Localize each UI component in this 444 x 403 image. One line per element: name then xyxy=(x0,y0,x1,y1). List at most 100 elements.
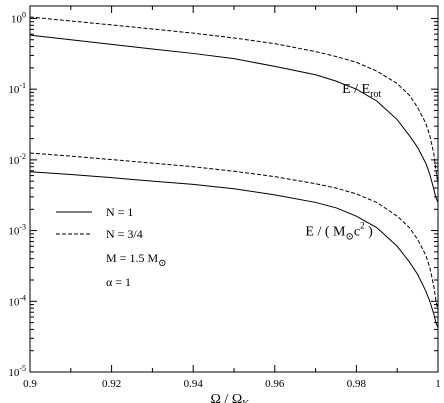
series-point-0_91-0_50 xyxy=(70,39,71,40)
series-point-0_995-0_00024 xyxy=(417,274,418,275)
y-tick-label: 100 xyxy=(11,10,26,25)
series-point-0_93-0_37 xyxy=(152,48,153,49)
y-tick-label: 10-2 xyxy=(8,152,26,167)
y-tick-label-base: 10 xyxy=(8,367,20,379)
y-tick-label: 10-1 xyxy=(8,81,26,96)
y-tick-label-base: 10 xyxy=(8,296,20,308)
series-point-0_95-0_53 xyxy=(233,37,234,38)
legend-parameter-text: α = 1 xyxy=(106,275,131,289)
annotation-mass-symbol: c xyxy=(354,225,360,240)
series-point-0_997-0_00045 xyxy=(425,255,426,256)
x-tick-label: 0.96 xyxy=(265,378,285,390)
series-point-0_997-0_033 xyxy=(425,123,426,124)
series-dashed-e-over-erot xyxy=(29,16,439,185)
x-tick-label: 0.92 xyxy=(102,378,121,390)
series-point-0_92-0_0056 xyxy=(111,177,112,178)
series-point-0_985-0_0025 xyxy=(376,202,377,203)
series-point-0_95-0_0039 xyxy=(233,188,234,189)
y-tick-label: 10-3 xyxy=(8,223,26,238)
annotation-rot-text: E / E xyxy=(342,82,370,97)
series-line xyxy=(29,171,439,329)
legend-label: N = 3/4 xyxy=(106,227,143,241)
legend-parameter: α = 1 xyxy=(106,275,131,289)
series-point-0_92-0_010 xyxy=(111,159,112,160)
series-point-0_97-0_0025 xyxy=(315,202,316,203)
series-point-0_99-0_037 xyxy=(397,119,398,120)
series-point-0_92-0_43 xyxy=(111,44,112,45)
series-point-0_975-0_0040 xyxy=(335,187,336,188)
y-tick-label-exponent: -3 xyxy=(19,223,26,232)
series-layer xyxy=(29,16,439,329)
series-point-0_995-0_055 xyxy=(417,107,418,108)
series-solid-e-over-erot xyxy=(29,34,439,203)
series-dashed-e-over-msun-c2 xyxy=(29,152,439,311)
y-tick-label-exponent: -1 xyxy=(19,81,26,90)
series-solid-e-over-msun-c2 xyxy=(29,171,439,329)
series-point-0_998-0_022 xyxy=(429,135,430,136)
annotation-rot-subscript: rot xyxy=(370,89,381,100)
series-point-0_998-0_0062 xyxy=(429,174,430,175)
x-tick-label: 0.9 xyxy=(23,378,37,390)
series-point-0_96-0_44 xyxy=(274,43,275,44)
series-point-0_993-0_082 xyxy=(409,95,410,96)
series-point-0_999-0_0038 xyxy=(433,189,434,190)
series-point-0_997-0_00014 xyxy=(425,290,426,291)
series-point-0_99-0_0016 xyxy=(397,216,398,217)
annotation-mass: E / ( M⊙c2 ) xyxy=(305,221,373,243)
series-point-0_98-0_24 xyxy=(356,62,357,63)
series-point-0_91-0_92 xyxy=(70,20,71,21)
series-point-0_975-0_0021 xyxy=(335,207,336,208)
series-point-0_91-0_0062 xyxy=(70,174,71,175)
annotation-mass-close: ) xyxy=(365,225,374,240)
series-point-0_98-0_0033 xyxy=(356,193,357,194)
y-tick-label: 10-4 xyxy=(8,293,26,308)
series-point-0_975-0_29 xyxy=(335,56,336,57)
legend-parameter: M = 1.5 M⊙ xyxy=(106,251,167,269)
series-point-0_92-0_81 xyxy=(111,24,112,25)
series-point-0_91-0_011 xyxy=(70,156,71,157)
series-point-0_993-0_0011 xyxy=(409,227,410,228)
series-point-0_94-0_0045 xyxy=(193,184,194,185)
series-point-0_998-0_00030 xyxy=(429,267,430,268)
series-point-0_93-0_71 xyxy=(152,28,153,29)
y-tick-label-exponent: -4 xyxy=(19,293,26,302)
series-line xyxy=(29,34,439,203)
series-point-0_985-0_18 xyxy=(376,71,377,72)
x-tick-label: 1 xyxy=(435,378,441,390)
series-point-0_98-0_0016 xyxy=(356,216,357,217)
x-axis-label-main: Ω / Ω xyxy=(211,392,243,403)
legend-parameter-subscript: ⊙ xyxy=(158,258,166,269)
series-line xyxy=(29,152,439,311)
y-tick-label-base: 10 xyxy=(8,155,20,167)
series-point-0_995-0_015 xyxy=(417,147,418,148)
series-point-0_99-0_12 xyxy=(397,83,398,84)
series-point-0_995-0_00075 xyxy=(417,239,418,240)
annotation-mass-subscript: ⊙ xyxy=(345,232,353,243)
annotation-layer: E / Erot E / ( M⊙c2 ) xyxy=(305,82,381,242)
y-tick-label-exponent: -2 xyxy=(19,152,26,161)
series-point-0_97-0_0046 xyxy=(315,183,316,184)
series-point-0_93-0_0050 xyxy=(152,181,153,182)
series-point-0_96-0_0032 xyxy=(274,194,275,195)
series-point-0_96-0_21 xyxy=(274,66,275,67)
series-point-0_993-0_022 xyxy=(409,135,410,136)
series-point-0_975-0_13 xyxy=(335,81,336,82)
series-point-0_94-0_0080 xyxy=(193,166,194,167)
series-point-0_998-0_00010 xyxy=(429,301,430,302)
series-point-0_999-0_012 xyxy=(433,154,434,155)
y-tick-label-base: 10 xyxy=(11,13,23,25)
series-point-0_96-0_0058 xyxy=(274,176,275,177)
series-point-0_95-0_27 xyxy=(233,58,234,59)
annotation-mass-text: E / ( M xyxy=(305,225,346,240)
series-point-0_94-0_62 xyxy=(193,33,194,34)
series-point-0_93-0_0090 xyxy=(152,163,153,164)
series-point-0_97-0_34 xyxy=(315,51,316,52)
series-line xyxy=(29,16,439,185)
x-tick-label: 0.94 xyxy=(184,378,204,390)
y-tick-label-base: 10 xyxy=(8,226,20,238)
tick-layer xyxy=(29,6,439,373)
series-point-0_94-0_32 xyxy=(193,53,194,54)
series-point-0_999-0_00016 xyxy=(433,286,434,287)
